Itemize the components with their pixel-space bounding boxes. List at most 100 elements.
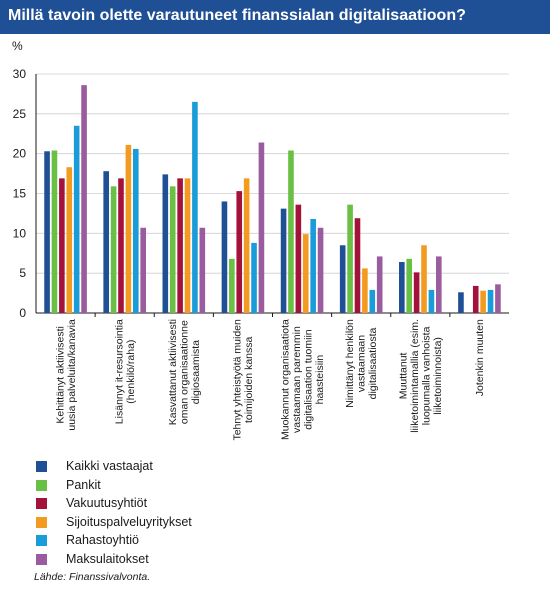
x-category-label-line: oman organisaationne xyxy=(178,320,190,424)
bar xyxy=(295,204,302,313)
bar xyxy=(472,285,479,313)
bar xyxy=(258,142,265,313)
bar xyxy=(81,85,87,313)
legend-label: Kaikki vastaajat xyxy=(66,459,153,473)
bar xyxy=(125,144,132,313)
x-category-label-line: vastaamaan xyxy=(356,335,368,392)
legend-swatch xyxy=(36,535,47,547)
x-category-label-line: vastaamaan paremmin xyxy=(291,326,303,433)
x-category-label-line: Nimittänyt henkilön xyxy=(344,319,356,408)
bar xyxy=(354,218,361,313)
bar xyxy=(221,201,228,313)
source-note: Lähde: Finanssivalvonta. xyxy=(34,571,151,583)
bar xyxy=(162,174,169,313)
x-category-label: Lisännyt it-resursointia(henkilö/raha) xyxy=(113,319,137,424)
x-category-label-line: Kasvattanut aktiivisesti xyxy=(167,319,179,425)
x-category-label-line: Muokannut organisaatiota xyxy=(279,319,291,440)
bar xyxy=(413,272,420,313)
y-tick-label: 0 xyxy=(19,306,26,320)
bar xyxy=(229,258,235,313)
x-category-label-line: Tehnyt yhteistyötä muiden xyxy=(232,319,244,441)
x-category-label-line: Muuttanut xyxy=(398,352,410,399)
bar xyxy=(369,289,376,313)
x-category-label: Kasvattanut aktiivisestioman organisaati… xyxy=(167,319,202,425)
bar xyxy=(406,258,413,313)
bar xyxy=(251,242,257,313)
bar xyxy=(140,227,146,313)
bar xyxy=(436,256,442,313)
bar xyxy=(169,186,176,313)
x-category-label: Tehnyt yhteistyötä muidentoimijoiden kan… xyxy=(232,319,256,441)
bar xyxy=(480,290,486,313)
legend-label: Maksulaitokset xyxy=(66,551,149,566)
x-category-label-line: haasteisiin xyxy=(314,355,326,405)
x-category-label-line: Lisännyt it-resursointia xyxy=(113,319,125,424)
bar xyxy=(103,171,109,313)
bar xyxy=(376,256,383,313)
y-tick-label: 15 xyxy=(13,187,27,201)
x-category-label-line: toimijoiden kanssa xyxy=(243,337,255,424)
x-category-label: Muokannut organisaatiotavastaamaan parem… xyxy=(279,319,326,440)
y-tick-label: 30 xyxy=(13,67,27,81)
x-category-label-line: digitalisaatiosta xyxy=(367,327,379,399)
bar xyxy=(73,125,80,314)
chart-title-bar: Millä tavoin olette varautuneet finanssi… xyxy=(0,0,550,34)
y-tick-label: 5 xyxy=(19,266,26,280)
bar xyxy=(199,227,206,313)
bar xyxy=(495,284,501,313)
bar xyxy=(288,150,294,313)
bar xyxy=(118,178,124,313)
bar xyxy=(302,234,309,313)
legend-label: Rahastoyhtiö xyxy=(66,533,139,548)
x-category-label-line: liiketoimintamallia (esim. xyxy=(409,319,421,433)
bar xyxy=(184,178,191,313)
bar-chart: % 0 5 10 15 20 25 30 Kehittänyt aktiivisestiuusi… xyxy=(12,39,509,441)
bar xyxy=(428,289,435,313)
x-category-label-line: digiosaamista xyxy=(190,340,202,404)
x-category-label: Nimittänyt henkilönvastaamaandigitalisaa… xyxy=(344,319,379,408)
x-category-label-line: uusia palveluita/kanavia xyxy=(66,319,78,431)
bar xyxy=(110,186,117,313)
y-tick-label: 20 xyxy=(13,147,27,161)
bar xyxy=(51,150,58,313)
bar xyxy=(192,101,198,313)
bar xyxy=(339,245,346,313)
y-axis-unit-label: % xyxy=(12,39,23,53)
x-category-label: Jotenkin muuten xyxy=(474,319,486,396)
bar xyxy=(458,292,464,313)
bar xyxy=(310,218,316,313)
x-category-label-line: luopumalla vanhoista xyxy=(421,326,433,425)
bar xyxy=(177,178,183,313)
x-category-label: Muuttanutliiketoimintamallia (esim.luopu… xyxy=(398,319,445,433)
legend-swatch xyxy=(36,498,47,510)
x-category-label-line: Jotenkin muuten xyxy=(474,319,486,396)
bar xyxy=(280,208,287,313)
bar xyxy=(347,204,353,313)
x-category-label-line: Kehittänyt aktiivisesti xyxy=(54,326,66,423)
y-tick-label: 10 xyxy=(13,226,27,240)
legend-label: Sijoituspalveluyritykset xyxy=(66,514,192,529)
bar xyxy=(243,178,250,313)
x-category-label-line: (henkilö/raha) xyxy=(125,340,137,404)
bar xyxy=(44,151,50,313)
bar xyxy=(362,268,368,313)
bar xyxy=(66,167,73,313)
x-category-label-line: digitalisaation tuomiin xyxy=(302,329,314,430)
legend-swatch xyxy=(36,553,47,565)
y-tick-label: 25 xyxy=(13,107,27,121)
legend-label: Vakuutusyhtiöt xyxy=(66,496,148,511)
bar xyxy=(236,191,243,313)
bar xyxy=(132,148,139,313)
chart-title: Millä tavoin olette varautuneet finanssi… xyxy=(8,7,466,24)
x-category-label: Kehittänyt aktiivisestiuusia palveluita/… xyxy=(54,319,78,431)
bar xyxy=(317,227,324,313)
legend-swatch xyxy=(36,516,47,528)
legend-swatch xyxy=(36,461,47,472)
bar xyxy=(421,245,427,313)
bar xyxy=(59,178,65,313)
bar xyxy=(487,289,494,313)
legend-label: Pankit xyxy=(66,477,101,492)
x-category-label-line: liiketoiminnoista) xyxy=(432,337,444,415)
legend-swatch xyxy=(36,479,47,491)
bar xyxy=(399,262,405,313)
